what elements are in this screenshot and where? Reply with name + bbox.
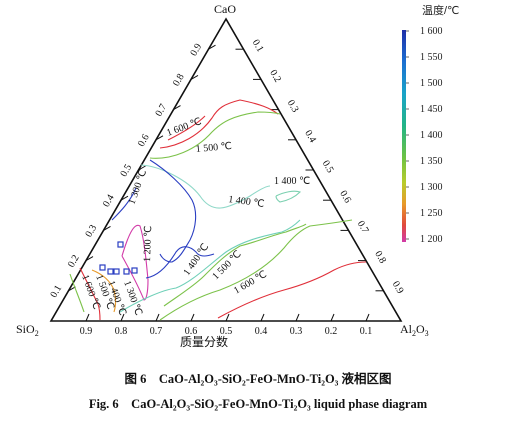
tick-label: 0.7 (150, 326, 163, 337)
tick-label: 0.5 (320, 159, 336, 175)
isotherm-1400-mid (119, 219, 301, 313)
tick-mark (260, 313, 265, 322)
axis-ticks (68, 44, 384, 322)
colorbar-title: 温度/℃ (422, 3, 459, 17)
data-marker (123, 268, 130, 275)
tick-label: 0.6 (337, 189, 353, 205)
vertex-label-cao: CaO (214, 2, 236, 16)
isotherm-1400-left (140, 164, 271, 209)
tick-label: 0.7 (153, 102, 169, 118)
tick-mark (225, 313, 230, 322)
isotherm-1300-lower (91, 269, 117, 313)
tick-mark (173, 105, 181, 111)
isotherm-1300-inner (111, 187, 137, 221)
tick-label: 0.9 (390, 279, 406, 295)
data-point-markers (99, 241, 138, 275)
colorbar-tick-label: 1 200 (420, 234, 443, 245)
tick-label: 0.2 (325, 326, 338, 337)
colorbar-ticks: 1 600 1 550 1 500 1 450 1 400 1 350 1 300 1 250… (406, 26, 443, 245)
isotherm-1500-mid (163, 223, 307, 307)
isotherm-1600-bottom (217, 261, 367, 319)
tick-label: 0.3 (285, 98, 301, 114)
isotherm-1500-top (149, 111, 281, 159)
colorbar-tick-label: 1 300 (420, 182, 443, 193)
colorbar-tick-label: 1 350 (420, 156, 443, 167)
isotherm-label: 1 200 ℃ (142, 226, 154, 263)
tick-mark (365, 313, 370, 322)
tick-mark (103, 225, 111, 231)
vertex-label-sio2: SiO2 (16, 322, 39, 338)
tick-mark (138, 165, 146, 171)
isotherm-1500-left (69, 273, 85, 313)
data-marker (131, 267, 138, 274)
vertex-label-al2o3: Al2O3 (400, 322, 429, 338)
tick-label: 0.8 (372, 249, 388, 265)
isotherm-1600-top (159, 99, 279, 149)
tick-label: 0.3 (290, 326, 303, 337)
tick-label: 0.5 (118, 163, 134, 179)
data-marker (107, 268, 114, 275)
ternary-phase-diagram: 0.10.20.30.40.50.60.70.80.9 0.10.20.30.40… (16, 2, 459, 349)
tick-label: 0.8 (171, 72, 187, 88)
tick-mark (120, 195, 129, 201)
isotherm-1600-top-inner (167, 115, 206, 141)
isotherm-labels: 1 600 ℃ 1 500 ℃ 1 400 ℃ 1 400 ℃ 1 300 ℃ … (79, 116, 310, 317)
tick-mark (155, 135, 164, 141)
tick-label: 0.2 (267, 68, 283, 84)
tick-label: 0.7 (355, 219, 371, 235)
tick-mark (190, 74, 199, 80)
tick-mark (85, 256, 94, 262)
isotherm-label: 1 400 ℃ (228, 194, 265, 210)
tick-mark (120, 313, 125, 322)
colorbar-tick-label: 1 500 (420, 78, 443, 89)
tick-mark (190, 313, 195, 322)
tick-mark (208, 44, 216, 50)
tick-mark (295, 313, 300, 322)
isotherm-label: 1 600 ℃ (165, 116, 203, 139)
tick-mark (155, 313, 160, 322)
isotherm-1600-left (79, 267, 101, 321)
isotherm-1400-small-loop (275, 190, 302, 203)
figure-caption-chinese: 图 6 CaO-Al₂O₃-SiO₂-FeO-MnO-Ti₂O₃ 液相区图 (124, 372, 392, 386)
tick-label: 0.1 (250, 38, 266, 54)
data-marker (99, 264, 106, 271)
tick-mark (85, 313, 90, 322)
bottom-axis-label: 质量分数 (180, 334, 228, 349)
data-marker (117, 241, 124, 248)
axis-tick-labels: 0.10.20.30.40.50.60.70.80.9 0.10.20.30.40… (48, 38, 405, 337)
colorbar-tick-label: 1 600 (420, 26, 443, 37)
tick-label: 0.6 (185, 326, 198, 337)
tick-mark (330, 313, 335, 322)
tick-label: 0.4 (101, 193, 117, 209)
tick-label: 0.4 (302, 128, 318, 144)
isotherm-label: 1 400 ℃ (274, 176, 310, 187)
colorbar-tick-label: 1 250 (420, 208, 443, 219)
tick-label: 0.9 (80, 326, 93, 337)
tick-label: 0.2 (66, 253, 82, 269)
tick-label: 0.6 (136, 132, 152, 148)
figure-caption-english: Fig. 6 CaO-Al₂O₃-SiO₂-FeO-MnO-Ti₂O₃ liqu… (88, 397, 428, 411)
isotherm-label: 1 500 ℃ (195, 141, 232, 155)
colorbar-tick-label: 1 400 (420, 130, 443, 141)
isotherm-1500-long (159, 219, 353, 321)
isotherm-1300-blue (149, 159, 197, 263)
tick-label: 0.8 (115, 326, 128, 337)
isotherm-label: 1 600 ℃ (232, 269, 269, 297)
tick-label: 0.5 (220, 326, 233, 337)
colorbar (402, 30, 406, 242)
tick-label: 0.4 (255, 326, 268, 337)
isotherm-1200-pink (121, 224, 149, 301)
data-marker (113, 268, 120, 275)
isotherm-curves (69, 99, 367, 321)
colorbar-tick-label: 1 450 (420, 104, 443, 115)
tick-label: 0.9 (188, 42, 204, 58)
tick-label: 0.1 (360, 326, 373, 337)
tick-label: 0.1 (48, 283, 64, 299)
colorbar-tick-label: 1 550 (420, 52, 443, 63)
tick-label: 0.3 (83, 223, 99, 239)
isotherm-1400-lower (145, 246, 215, 279)
